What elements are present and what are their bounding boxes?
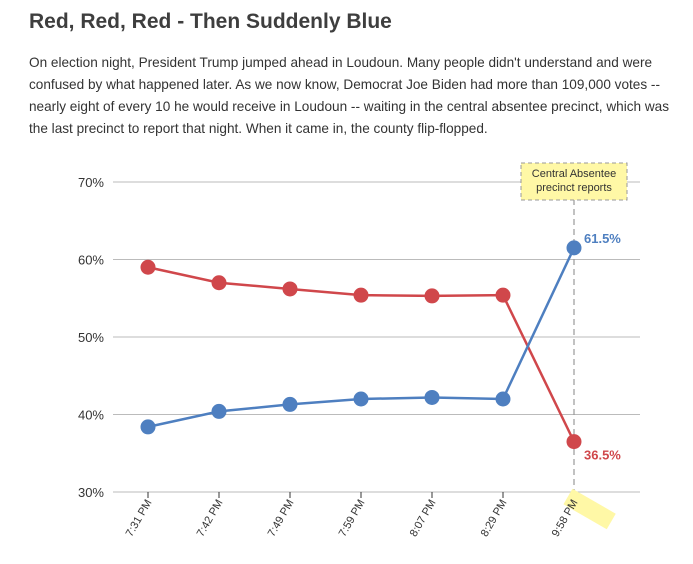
data-point (424, 389, 440, 405)
y-tick-label: 50% (78, 330, 104, 345)
end-value-label: 36.5% (584, 448, 621, 463)
data-point (353, 391, 369, 407)
x-tick-label: 7:59 PM (337, 498, 368, 539)
annotation-text: Central Absentee (532, 168, 616, 180)
data-point (566, 434, 582, 450)
x-tick-label: 8:29 PM (479, 498, 510, 539)
x-tick-highlight (563, 488, 616, 530)
y-tick-label: 70% (78, 175, 104, 190)
data-point (495, 391, 511, 407)
data-point (282, 281, 298, 297)
x-tick-label: 7:31 PM (124, 498, 155, 539)
data-point (353, 287, 369, 303)
data-point (140, 259, 156, 275)
data-point (495, 287, 511, 303)
data-point (211, 403, 227, 419)
y-tick-label: 40% (78, 408, 104, 423)
chart-title: Red, Red, Red - Then Suddenly Blue (29, 10, 392, 33)
annotation-text: precinct reports (536, 182, 612, 194)
data-point (282, 396, 298, 412)
y-tick-label: 60% (78, 253, 104, 268)
data-point (566, 240, 582, 256)
end-value-label: 61.5% (584, 231, 621, 246)
data-point (140, 419, 156, 435)
data-point (211, 275, 227, 291)
x-tick-label: 7:49 PM (266, 498, 297, 539)
annotation-box (520, 162, 628, 201)
chart-description: On election night, President Trump jumpe… (29, 55, 670, 136)
x-tick-label: 7:42 PM (195, 498, 226, 539)
x-tick-label: 8:07 PM (408, 498, 439, 539)
data-point (424, 288, 440, 304)
y-tick-label: 30% (78, 485, 104, 500)
